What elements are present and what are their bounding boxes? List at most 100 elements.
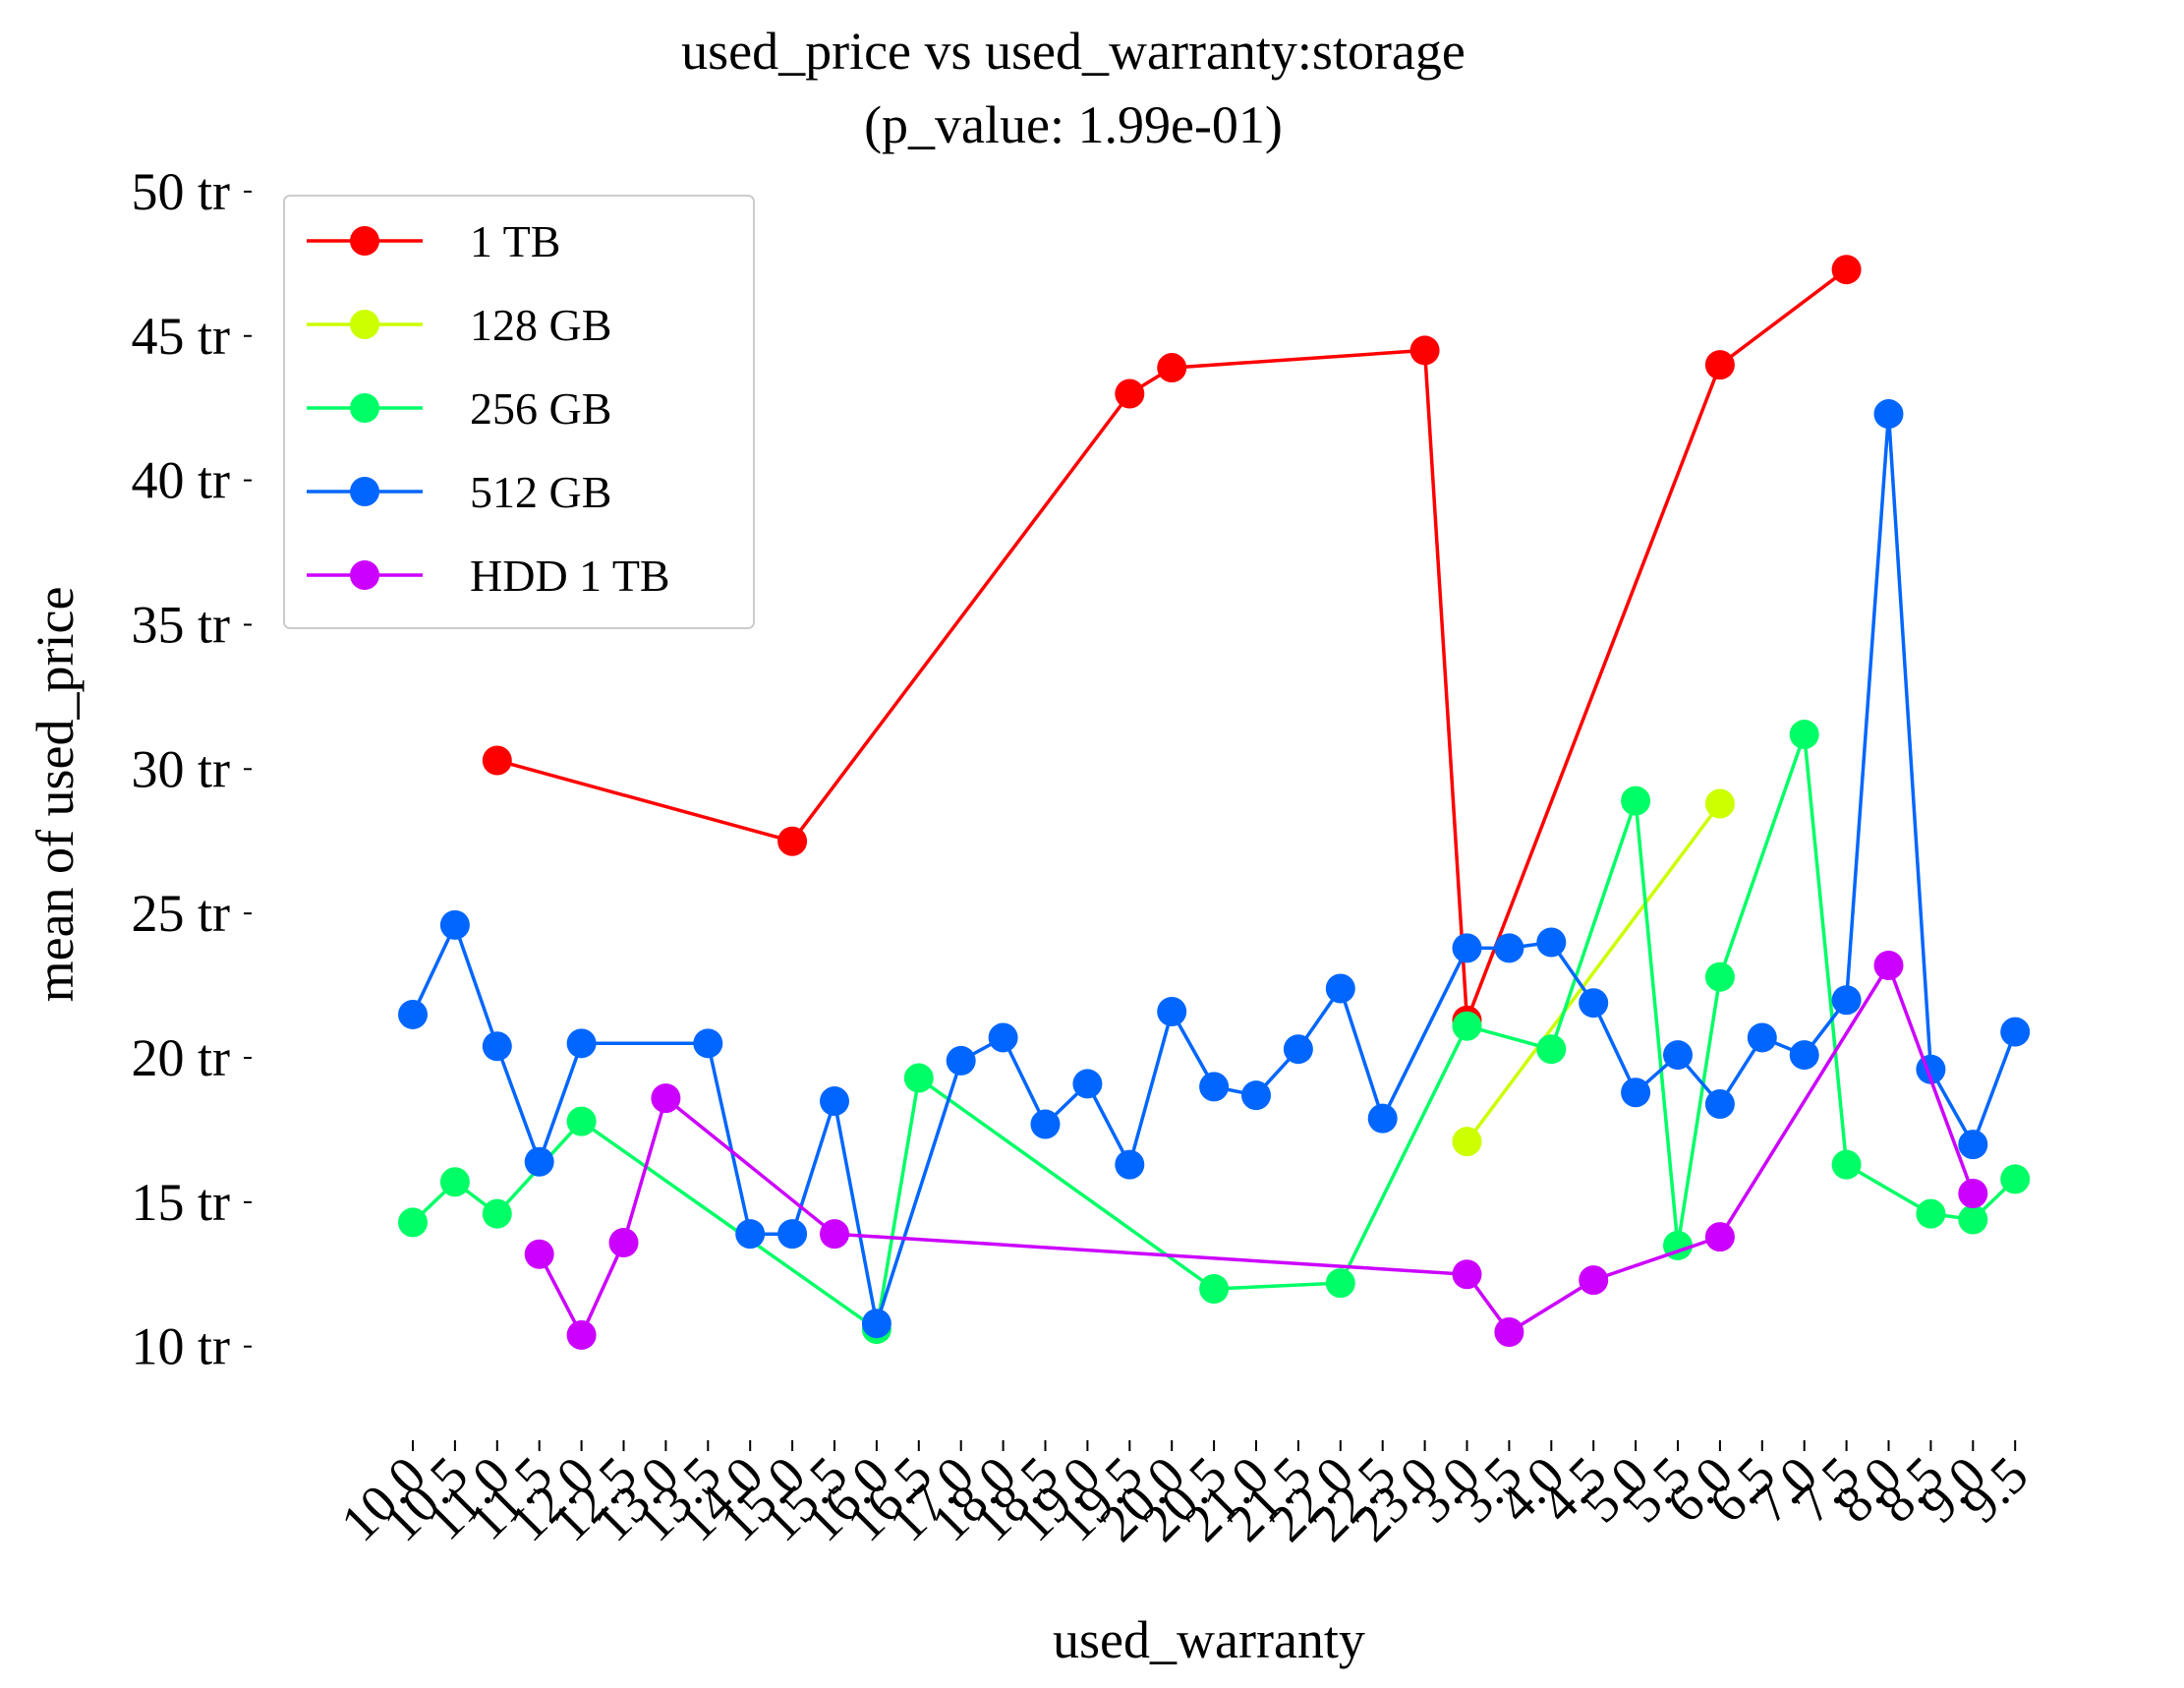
legend-marker-128-gb	[350, 310, 379, 339]
legend-marker-512-gb	[350, 477, 379, 506]
data-point-hdd-1-tb	[1958, 1179, 1988, 1209]
data-point-hdd-1-tb	[1452, 1259, 1482, 1290]
series-layer	[398, 255, 2031, 1350]
data-point-256-gb	[1916, 1198, 1946, 1229]
data-point-512-gb	[1283, 1034, 1313, 1065]
series-line-256-gb	[411, 733, 2017, 1333]
data-point-hdd-1-tb	[524, 1239, 554, 1269]
data-point-512-gb	[1199, 1072, 1230, 1102]
y-tick-label: 15 tr	[132, 1173, 231, 1232]
data-point-512-gb	[1452, 933, 1482, 963]
data-point-512-gb	[1873, 399, 1904, 430]
y-tick-label: 45 tr	[132, 307, 231, 366]
data-point-hdd-1-tb	[820, 1219, 849, 1250]
data-point-512-gb	[482, 1031, 512, 1062]
data-point-256-gb	[1789, 720, 1819, 750]
data-point-128-gb	[1452, 1127, 1482, 1157]
data-point-512-gb	[861, 1309, 891, 1339]
y-axis-label: mean of used_price	[26, 587, 85, 1003]
data-point-512-gb	[1030, 1109, 1061, 1139]
legend-label-512-gb: 512 GB	[470, 467, 611, 517]
data-point-512-gb	[946, 1045, 976, 1076]
legend-marker-256-gb	[350, 393, 379, 423]
data-point-512-gb	[524, 1146, 554, 1177]
chart-title-line2: (p_value: 1.99e-01)	[864, 95, 1283, 154]
data-point-1-tb	[1157, 353, 1187, 383]
data-point-512-gb	[1831, 985, 1862, 1016]
y-tick-label: 10 tr	[132, 1317, 231, 1376]
data-point-hdd-1-tb	[1873, 951, 1904, 981]
data-point-256-gb	[1452, 1011, 1482, 1041]
data-point-1-tb	[1409, 335, 1440, 366]
data-point-256-gb	[903, 1063, 934, 1093]
data-point-256-gb	[1325, 1268, 1355, 1299]
y-axis: 10 tr 15 tr 20 tr 25 tr 30 tr 35 tr 40 tr 45 tr…	[132, 162, 252, 1376]
data-point-512-gb	[2000, 1017, 2031, 1047]
legend-label-128-gb: 128 GB	[470, 300, 611, 350]
data-point-512-gb	[777, 1219, 808, 1250]
data-point-256-gb	[1958, 1204, 1988, 1235]
x-axis: 10.010.511.011.512.012.513.013.514.015.0…	[329, 1440, 2040, 1552]
data-point-512-gb	[439, 909, 470, 940]
data-point-512-gb	[820, 1086, 849, 1117]
data-point-1-tb	[777, 826, 808, 856]
legend-marker-hdd-1-tb	[350, 560, 379, 590]
data-point-1-tb	[1115, 378, 1145, 409]
y-tick-label: 30 tr	[132, 739, 231, 798]
data-point-256-gb	[1704, 961, 1735, 992]
data-point-512-gb	[1536, 927, 1567, 958]
data-point-512-gb	[1241, 1080, 1271, 1111]
data-point-256-gb	[1831, 1149, 1862, 1180]
legend-label-hdd-1-tb: HDD 1 TB	[470, 551, 670, 601]
data-point-256-gb	[482, 1198, 512, 1229]
data-point-512-gb	[1789, 1040, 1819, 1071]
data-point-512-gb	[1115, 1149, 1145, 1180]
data-point-512-gb	[1663, 1040, 1693, 1071]
data-point-256-gb	[1199, 1273, 1230, 1304]
data-point-1-tb	[1704, 350, 1735, 380]
data-point-hdd-1-tb	[651, 1083, 681, 1114]
data-point-512-gb	[1704, 1088, 1735, 1119]
data-point-512-gb	[1579, 988, 1609, 1019]
y-tick-label: 20 tr	[132, 1028, 231, 1087]
data-point-512-gb	[566, 1028, 597, 1059]
series-line-1-tb	[496, 267, 1848, 1021]
data-point-256-gb	[1621, 786, 1651, 816]
data-point-hdd-1-tb	[608, 1227, 639, 1257]
data-point-1-tb	[1831, 255, 1862, 285]
data-point-hdd-1-tb	[1494, 1317, 1524, 1348]
data-point-hdd-1-tb	[566, 1319, 597, 1350]
data-point-256-gb	[1536, 1034, 1567, 1065]
series-512-gb	[398, 399, 2031, 1339]
series-hdd-1-tb	[524, 951, 1988, 1350]
y-tick-label: 40 tr	[132, 451, 231, 510]
y-tick-label: 50 tr	[132, 162, 231, 221]
data-point-512-gb	[988, 1022, 1018, 1053]
legend-marker-1-tb	[350, 226, 379, 256]
data-point-512-gb	[1621, 1077, 1651, 1108]
y-tick-label: 25 tr	[132, 884, 231, 943]
data-point-512-gb	[1958, 1130, 1988, 1160]
chart-title-line1: used_price vs used_warranty:storage	[681, 22, 1466, 81]
data-point-512-gb	[693, 1028, 723, 1059]
data-point-512-gb	[1747, 1022, 1777, 1053]
data-point-hdd-1-tb	[1579, 1265, 1609, 1296]
series-line-hdd-1-tb	[538, 961, 1975, 1339]
data-point-512-gb	[735, 1219, 766, 1250]
data-point-512-gb	[1325, 973, 1355, 1004]
data-point-256-gb	[398, 1207, 428, 1238]
data-point-hdd-1-tb	[1704, 1222, 1735, 1252]
series-line-128-gb	[1466, 802, 1722, 1143]
data-point-512-gb	[1157, 997, 1187, 1027]
data-point-256-gb	[439, 1167, 470, 1197]
data-point-512-gb	[1494, 933, 1524, 963]
x-axis-label: used_warranty	[1053, 1610, 1365, 1669]
legend-box	[283, 195, 755, 629]
data-point-256-gb	[2000, 1164, 2031, 1194]
legend-label-1-tb: 1 TB	[470, 216, 560, 266]
series-128-gb	[1452, 788, 1735, 1157]
legend: 1 TB 128 GB 256 GB 512 GB HDD 1 TB	[283, 195, 755, 629]
data-point-1-tb	[482, 745, 512, 776]
legend-label-256-gb: 256 GB	[470, 383, 611, 434]
